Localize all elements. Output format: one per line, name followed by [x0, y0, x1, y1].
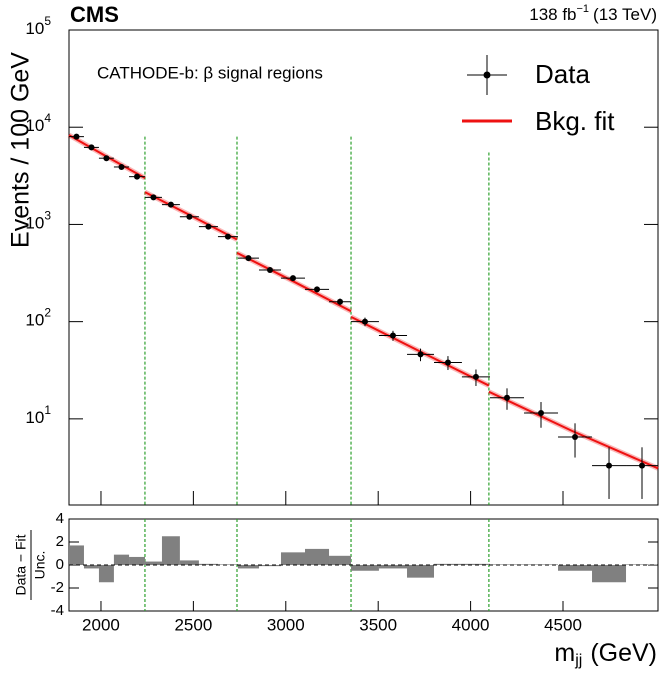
x-axis-label: mjj (GeV) — [554, 639, 657, 670]
data-point — [606, 462, 613, 469]
ratio-bar — [305, 548, 330, 565]
lumi: 138 fb — [529, 5, 576, 24]
ratio-bar — [592, 565, 627, 583]
x-label-unit: (GeV) — [590, 639, 657, 667]
y-tick-exponent: 3 — [44, 209, 51, 223]
ratio-bar — [329, 555, 352, 565]
ratio-bar — [351, 565, 379, 571]
data-point — [205, 223, 212, 230]
x-tick-label: 3000 — [267, 615, 305, 634]
data-point — [134, 173, 141, 180]
ratio-bar — [237, 565, 259, 569]
data-point — [266, 266, 273, 273]
data-point — [572, 434, 579, 441]
lumi-exponent: −1 — [577, 3, 590, 15]
x-tick-label: 4500 — [544, 615, 582, 634]
plot-frame — [68, 29, 659, 506]
data-point — [88, 144, 95, 151]
ratio-label-top: Data − Fit — [13, 534, 29, 595]
ratio-y-tick-label: 4 — [56, 510, 64, 527]
y-tick-label: 102 — [25, 306, 51, 330]
x-tick-label: 2500 — [174, 615, 212, 634]
chart-title: CMS — [70, 2, 119, 27]
data-point — [118, 163, 125, 170]
y-tick-base: 10 — [25, 408, 44, 427]
fit-band — [67, 132, 659, 471]
energy: (13 TeV) — [593, 5, 657, 24]
y-tick-label: 103 — [25, 209, 51, 233]
x-label-sub: jj — [574, 652, 582, 669]
ratio-bar — [434, 563, 462, 565]
x-tick-label: 3500 — [359, 615, 397, 634]
data-point — [417, 351, 424, 358]
data-point — [73, 133, 80, 140]
ratio-y-tick-label: 0 — [56, 556, 64, 573]
data-point — [224, 233, 231, 240]
data-point — [245, 255, 252, 262]
ratio-bar — [179, 560, 199, 565]
ratio-bar — [378, 565, 408, 569]
data-point — [150, 194, 157, 201]
legend-label: Data — [535, 59, 590, 89]
x-tick-label: 4000 — [452, 615, 490, 634]
y-tick-label: 104 — [25, 111, 51, 135]
ratio-bar — [129, 556, 145, 565]
y-tick-base: 10 — [25, 117, 44, 136]
data-point — [444, 359, 451, 366]
ratio-bar — [83, 565, 99, 569]
ratio-bar — [217, 564, 238, 565]
y-tick-exponent: 1 — [44, 403, 51, 417]
annotation: CATHODE-b: β signal regions — [97, 63, 323, 82]
ratio-bar — [161, 536, 180, 565]
ratio-bar — [144, 561, 162, 565]
ratio-bar — [98, 565, 114, 583]
data-point — [389, 332, 396, 339]
ratio-bar — [69, 545, 84, 565]
ratio-bar — [626, 564, 658, 565]
ratio-bar — [258, 565, 281, 567]
y-tick-label: 105 — [25, 14, 51, 38]
legend-label: Bkg. fit — [535, 106, 615, 136]
ratio-y-tick-label: -4 — [51, 602, 64, 619]
data-point — [472, 373, 479, 380]
ratio-bar — [198, 563, 218, 565]
ratio-bar — [558, 565, 593, 571]
ratio-bar — [461, 563, 491, 565]
ratio-bar — [113, 554, 130, 565]
y-tick-base: 10 — [25, 311, 44, 330]
ratio-bar — [407, 565, 435, 578]
y-tick-exponent: 5 — [44, 14, 51, 28]
data-point — [361, 318, 368, 325]
data-point — [167, 201, 174, 208]
data-point — [504, 394, 511, 401]
y-tick-label: 101 — [25, 403, 51, 427]
y-tick-base: 10 — [25, 214, 44, 233]
data-point — [289, 275, 296, 282]
legend-data-marker — [483, 71, 491, 79]
data-point — [186, 213, 193, 220]
data-point — [639, 462, 646, 469]
data-point — [538, 409, 545, 416]
y-tick-exponent: 4 — [44, 111, 51, 125]
ratio-y-tick-label: -2 — [51, 579, 64, 596]
x-tick-label: 2000 — [82, 615, 120, 634]
y-tick-exponent: 2 — [44, 306, 51, 320]
data-point — [103, 155, 110, 162]
y-tick-base: 10 — [25, 19, 44, 38]
x-label-main: m — [554, 639, 575, 667]
data-point — [314, 286, 321, 293]
fit-line — [68, 134, 659, 470]
lumi-label: 138 fb−1 (13 TeV) — [529, 3, 657, 25]
y-axis-label: Events / 100 GeV — [7, 52, 35, 248]
ratio-label-bottom: Unc. — [32, 551, 48, 580]
ratio-y-tick-label: 2 — [56, 533, 64, 550]
ratio-bar — [280, 552, 306, 565]
data-point — [337, 298, 344, 305]
ratio-bar — [490, 564, 525, 565]
